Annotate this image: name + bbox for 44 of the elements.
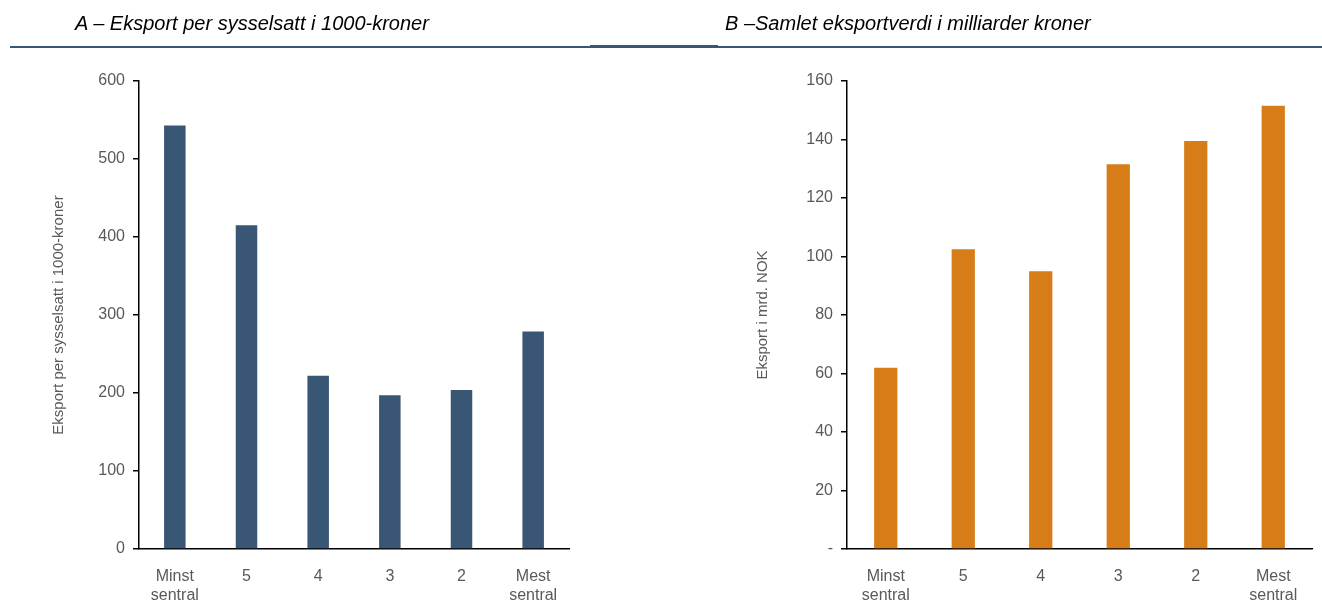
chart-title: A – Eksport per sysselsatt i 1000-kroner [75, 12, 429, 35]
y-tick-label: 120 [806, 188, 834, 206]
y-tick-label: 20 [815, 480, 834, 498]
y-tick-label: 200 [98, 383, 126, 401]
x-tick-label: Mest sentral [509, 567, 558, 604]
bar [874, 367, 898, 549]
y-tick-label: 500 [98, 149, 126, 167]
bar [1029, 271, 1053, 549]
bar [1106, 164, 1130, 549]
y-axis-title: Eksport i mrd. NOK [753, 250, 771, 380]
y-tick-label: 140 [806, 129, 834, 147]
bar [1261, 105, 1285, 549]
y-tick-label: 60 [815, 363, 834, 381]
x-tick-label: Minst sentral [150, 567, 199, 604]
y-tick-label: 160 [806, 71, 834, 89]
bar [164, 125, 186, 549]
x-tick-label: Minst sentral [861, 567, 910, 604]
y-tick-label: 600 [98, 71, 126, 89]
y-tick-label: 100 [98, 461, 126, 479]
bar [450, 389, 473, 549]
bar [235, 225, 258, 549]
bar [1184, 140, 1208, 549]
x-tick-label: 2 [457, 567, 467, 585]
x-tick-label: 5 [242, 567, 252, 585]
y-tick-label: - [827, 539, 833, 557]
y-tick-label: 400 [98, 227, 126, 245]
x-tick-label: 5 [958, 567, 968, 585]
x-tick-label: 4 [313, 567, 323, 585]
x-tick-label: 4 [1036, 567, 1046, 585]
y-tick-label: 40 [815, 422, 834, 440]
bar [379, 395, 401, 549]
chart-title: B –Samlet eksportverdi i milliarder kroner [725, 12, 1091, 35]
y-axis-title: Eksport per sysselsatt i 1000-kroner [49, 195, 67, 435]
y-tick-label: 300 [98, 305, 126, 323]
y-tick-label: 80 [815, 305, 834, 323]
y-tick-label: 100 [806, 246, 834, 264]
bar [951, 249, 975, 549]
x-tick-label: Mest sentral [1249, 567, 1298, 604]
x-tick-label: 2 [1191, 567, 1201, 585]
x-tick-label: 3 [385, 567, 395, 585]
y-tick-label: 0 [116, 539, 126, 557]
x-tick-label: 3 [1113, 567, 1123, 585]
bar [522, 331, 544, 549]
bar [307, 375, 329, 549]
